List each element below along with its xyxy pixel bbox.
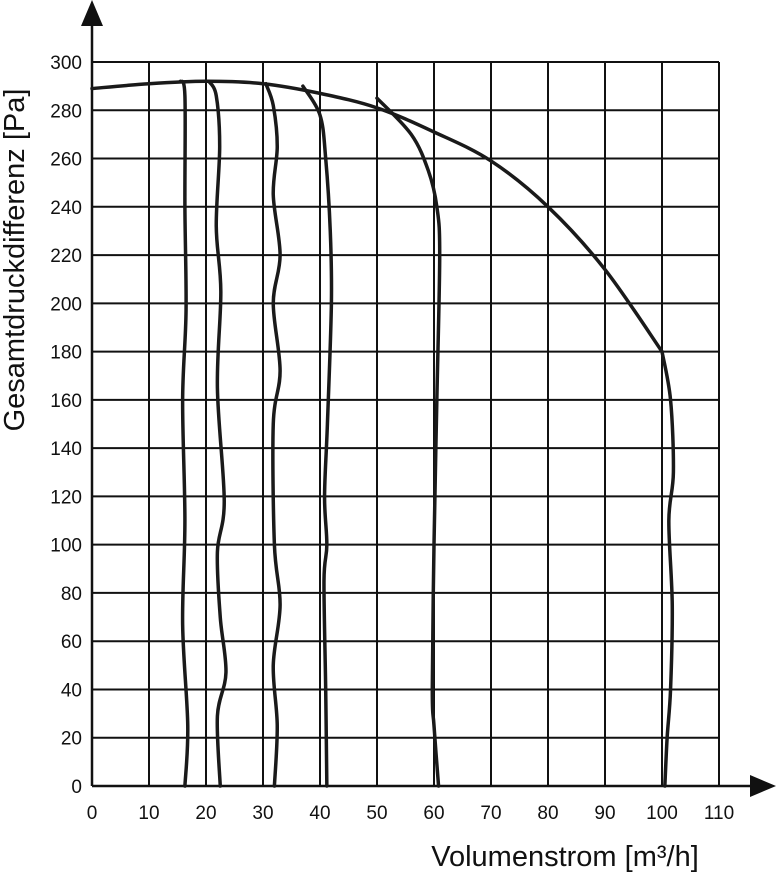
x-tick-label: 40 <box>309 803 330 824</box>
y-tick-label: 60 <box>61 632 82 653</box>
x-tick-label: 110 <box>704 803 734 824</box>
grid <box>90 20 755 788</box>
series-lines <box>90 79 676 788</box>
y-tick-label: 20 <box>61 729 82 750</box>
y-tick-label: 180 <box>50 343 82 364</box>
y-tick-label: 40 <box>61 680 82 701</box>
x-tick-label: 70 <box>480 803 501 824</box>
y-tick-label: 80 <box>61 584 82 605</box>
x-tick-label: 100 <box>646 803 678 824</box>
y-tick-label: 220 <box>50 246 82 267</box>
y-axis-arrow-icon <box>81 0 103 26</box>
y-tick-label: 100 <box>50 536 82 557</box>
x-tick-label: 20 <box>195 803 216 824</box>
x-tick-label: 0 <box>87 803 98 824</box>
x-tick-label: 60 <box>423 803 444 824</box>
x-tick-label: 80 <box>537 803 558 824</box>
y-tick-label: 200 <box>50 294 82 315</box>
series-line-setting-32 <box>264 81 282 788</box>
x-tick-label: 30 <box>252 803 273 824</box>
tick-labels: 0 10 20 30 40 50 60 70 80 90 100 110 0 20 40 60 80 100 120… <box>50 53 734 824</box>
series-line-setting-100 <box>660 349 676 788</box>
y-tick-label: 240 <box>50 198 82 219</box>
series-line-setting-22 <box>207 79 228 788</box>
y-tick-label: 0 <box>71 777 82 798</box>
y-tick-label: 160 <box>50 391 82 412</box>
series-line-setting-16 <box>178 79 190 788</box>
series-line-setting-61 <box>375 96 442 788</box>
x-tick-label: 90 <box>594 803 615 824</box>
y-tick-label: 260 <box>50 150 82 171</box>
y-tick-label: 280 <box>50 101 82 122</box>
x-tick-label: 50 <box>366 803 387 824</box>
y-tick-label: 300 <box>50 53 82 74</box>
x-tick-label: 10 <box>138 803 159 824</box>
series-line-setting-41 <box>301 84 334 788</box>
y-tick-label: 120 <box>50 487 82 508</box>
y-axis-label: Gesamtdruckdifferenz [Pa] <box>0 89 31 432</box>
x-axis-arrow-icon <box>750 775 776 797</box>
x-axis-label: Volumenstrom [m³/h] <box>431 841 699 873</box>
y-tick-label: 140 <box>50 439 82 460</box>
